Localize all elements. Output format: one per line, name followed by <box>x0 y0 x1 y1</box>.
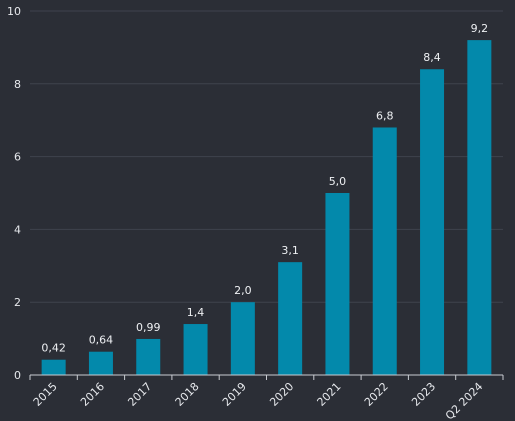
bar <box>136 338 161 375</box>
bar <box>372 127 397 375</box>
bar <box>420 69 445 376</box>
y-tick-label: 4 <box>14 223 21 236</box>
data-label: 0,64 <box>89 334 114 347</box>
data-label: 5,0 <box>329 175 347 188</box>
data-label: 1,4 <box>187 306 205 319</box>
data-label: 3,1 <box>281 244 299 257</box>
bar <box>278 262 303 375</box>
data-labels: 0,42 0,64 0,99 1,4 2,0 3,1 5,0 6,8 8,4 9,2 <box>41 22 488 355</box>
bar <box>467 40 492 376</box>
data-label: 2,0 <box>234 284 252 297</box>
x-tick-label: 2021 <box>315 380 344 409</box>
x-tick-label: 2015 <box>31 380 60 409</box>
y-tick-label: 10 <box>7 5 21 18</box>
data-label: 9,2 <box>471 22 489 35</box>
x-tick-label: 2020 <box>267 380 296 409</box>
bar <box>230 302 255 375</box>
bar <box>41 359 66 375</box>
y-tick-label: 0 <box>14 369 21 382</box>
x-tick-label: 2023 <box>409 380 438 409</box>
data-label: 6,8 <box>376 109 394 122</box>
x-tick-label: 2018 <box>173 380 202 409</box>
x-tick-label: 2022 <box>362 380 391 409</box>
y-tick-label: 2 <box>14 296 21 309</box>
data-label: 0,42 <box>41 342 66 355</box>
bars <box>41 40 492 376</box>
x-tick-label: 2016 <box>78 380 107 409</box>
bar <box>183 324 208 375</box>
bar <box>325 193 350 375</box>
x-tick-label: Q2 2024 <box>443 380 486 421</box>
x-tick-label: 2019 <box>220 380 249 409</box>
bar <box>88 351 113 375</box>
y-tick-label: 6 <box>14 151 21 164</box>
x-tick-label: 2017 <box>125 380 154 409</box>
y-axis: 0 2 4 6 8 10 <box>7 5 21 382</box>
x-axis: 2015 2016 2017 2018 2019 2020 2021 2022 2023 Q2 2… <box>29 374 504 421</box>
data-label: 8,4 <box>423 51 441 64</box>
data-label: 0,99 <box>136 321 161 334</box>
y-tick-label: 8 <box>14 78 21 91</box>
